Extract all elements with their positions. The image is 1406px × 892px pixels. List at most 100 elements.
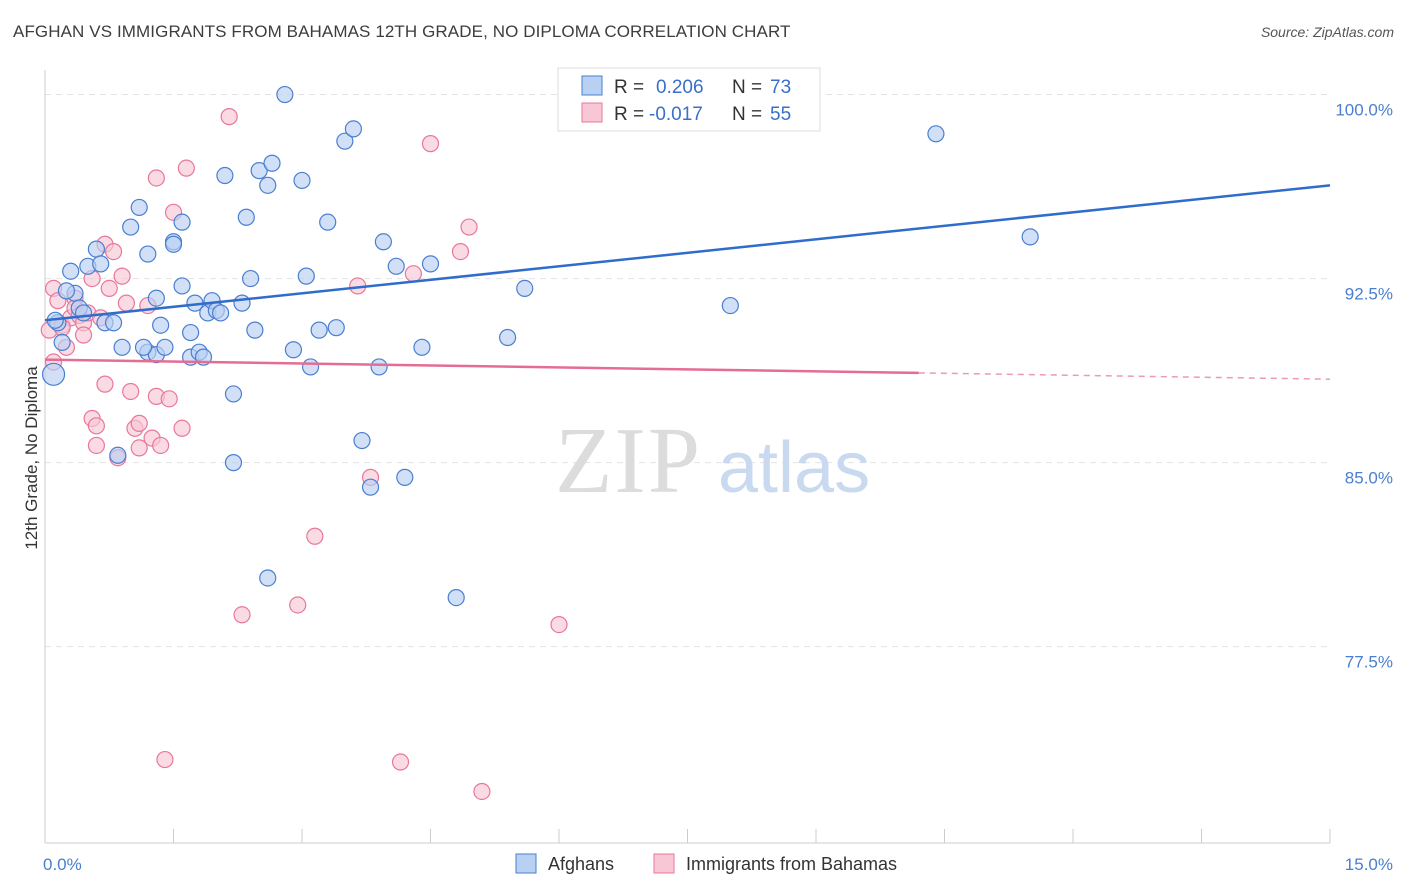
afghan-point bbox=[413, 338, 431, 356]
afghan-point bbox=[57, 282, 76, 300]
afghans-trend-line bbox=[44, 184, 1331, 322]
bahamas-point bbox=[100, 279, 118, 298]
tick-labels: 100.0% 92.5% 85.0% 77.5% 0.0% 15.0% bbox=[43, 101, 1393, 874]
bahamas-point bbox=[104, 242, 123, 261]
bahamas-point bbox=[152, 436, 170, 455]
afghan-point bbox=[41, 362, 66, 386]
bahamas-point bbox=[130, 414, 148, 432]
legend-r-label-1: R = bbox=[614, 77, 644, 98]
afghan-point bbox=[134, 338, 153, 356]
afghan-point bbox=[421, 255, 440, 273]
afghan-point bbox=[87, 240, 106, 258]
bahamas-point bbox=[147, 169, 165, 187]
bahamas-point bbox=[173, 419, 191, 437]
afghan-point bbox=[336, 132, 354, 150]
bottom-legend-swatch-bahamas bbox=[653, 853, 675, 874]
afghan-point bbox=[259, 569, 277, 587]
bahamas-point bbox=[117, 294, 135, 312]
afghan-point bbox=[109, 446, 127, 464]
afghan-point bbox=[447, 589, 465, 607]
afghan-point bbox=[242, 269, 260, 288]
bahamas-point bbox=[130, 439, 148, 457]
afghan-point bbox=[216, 166, 234, 185]
afghan-point bbox=[259, 176, 277, 194]
bahamas-point bbox=[233, 606, 251, 624]
afghan-point bbox=[182, 323, 200, 342]
afghan-point bbox=[113, 338, 131, 356]
trend-lines bbox=[44, 184, 1331, 380]
afghan-point bbox=[370, 358, 388, 376]
afghan-point bbox=[327, 319, 345, 337]
y-tick-label-0: 100.0% bbox=[1335, 101, 1393, 120]
watermark-zip: ZIP bbox=[555, 409, 702, 513]
bahamas-point bbox=[113, 267, 131, 285]
afghan-point bbox=[173, 213, 191, 231]
bahamas-point bbox=[74, 326, 93, 344]
bottom-legend-bahamas: Immigrants from Bahamas bbox=[686, 854, 897, 874]
afghan-point bbox=[246, 321, 264, 339]
bahamas-point bbox=[220, 108, 238, 126]
bottom-legend-swatch-afghans bbox=[515, 853, 537, 874]
afghan-point bbox=[353, 431, 371, 450]
afghan-point bbox=[293, 171, 311, 190]
legend-r-value-1: 0.206 bbox=[656, 77, 704, 98]
y-tick-label-3: 77.5% bbox=[1345, 653, 1393, 672]
chart-source: Source: ZipAtlas.com bbox=[1260, 24, 1394, 40]
afghan-point bbox=[212, 304, 230, 322]
bahamas-point bbox=[289, 596, 307, 614]
y-axis-label: 12th Grade, No Diploma bbox=[22, 366, 41, 550]
afghan-point bbox=[499, 328, 517, 347]
afghan-point bbox=[130, 198, 148, 217]
afghan-point bbox=[233, 294, 251, 312]
afghan-point bbox=[301, 358, 320, 376]
afghan-point bbox=[224, 385, 243, 403]
bahamas-point bbox=[96, 375, 114, 393]
bahamas-point bbox=[177, 159, 195, 177]
legend-r-label-2: R = bbox=[614, 104, 644, 125]
afghan-point bbox=[53, 333, 71, 351]
series-legend: Afghans Immigrants from Bahamas bbox=[515, 853, 897, 874]
afghan-point bbox=[276, 85, 294, 104]
afghan-point bbox=[263, 154, 281, 172]
afghan-point bbox=[721, 296, 739, 315]
bahamas-point bbox=[421, 135, 440, 153]
bahamas-point bbox=[156, 750, 174, 769]
afghan-point bbox=[92, 255, 110, 273]
afghan-point bbox=[319, 213, 337, 231]
stats-legend: R = 0.206 N = 73 R = -0.017 N = 55 bbox=[557, 67, 821, 132]
afghan-point bbox=[516, 279, 534, 298]
afghan-point bbox=[387, 257, 405, 275]
afghan-point bbox=[164, 235, 183, 253]
afghan-point bbox=[62, 262, 80, 280]
afghan-point bbox=[74, 304, 93, 322]
legend-n-label-2: N = bbox=[732, 104, 762, 125]
bahamas-point bbox=[404, 265, 422, 283]
y-tick-label-1: 92.5% bbox=[1345, 285, 1393, 304]
afghan-point bbox=[147, 289, 165, 307]
afghan-point bbox=[139, 245, 157, 263]
legend-n-value-2: 55 bbox=[770, 104, 791, 125]
bahamas-point bbox=[460, 218, 478, 236]
legend-swatch-bahamas bbox=[581, 102, 603, 123]
afghan-point bbox=[344, 120, 362, 138]
bahamas-point bbox=[391, 753, 410, 771]
x-tick-label-0: 0.0% bbox=[43, 855, 82, 874]
afghan-point bbox=[250, 162, 268, 180]
series-afghans bbox=[41, 85, 1039, 607]
bahamas-point bbox=[122, 382, 140, 401]
afghan-point bbox=[224, 454, 243, 472]
chart-title: AFGHAN VS IMMIGRANTS FROM BAHAMAS 12TH G… bbox=[13, 22, 791, 41]
bahamas-trend-extension bbox=[918, 372, 1331, 380]
legend-r-value-2: -0.017 bbox=[649, 104, 703, 125]
bahamas-point bbox=[87, 417, 106, 435]
legend-swatch-afghans bbox=[581, 75, 603, 96]
bottom-legend-afghans: Afghans bbox=[548, 854, 614, 874]
afghan-point bbox=[104, 314, 123, 332]
afghan-point bbox=[156, 338, 174, 356]
bahamas-point bbox=[87, 436, 106, 455]
afghan-point bbox=[284, 341, 303, 359]
afghan-point bbox=[237, 208, 255, 226]
afghan-point bbox=[927, 125, 945, 143]
bahamas-point bbox=[550, 615, 568, 634]
